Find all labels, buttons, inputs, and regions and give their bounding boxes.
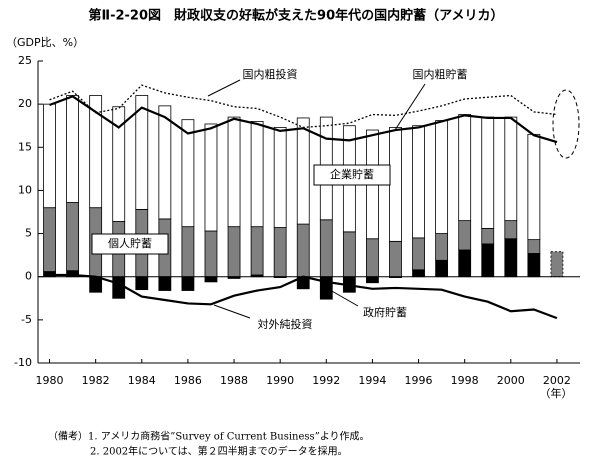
bar-segment — [527, 253, 541, 278]
bar-segment — [435, 233, 449, 261]
bar-segment — [250, 121, 264, 228]
leader-line — [394, 83, 426, 131]
x-tick-label: 1980 — [36, 374, 64, 387]
bar-segment — [389, 240, 402, 278]
x-tick-label: 1982 — [82, 374, 110, 387]
bar-segment — [435, 120, 449, 234]
bar-segment — [435, 259, 449, 278]
bar-segment — [527, 239, 541, 254]
note: （備考）1. アメリカ商務省”Survey of Current Busines… — [48, 430, 370, 443]
y-axis-label: （GDP比、%） — [6, 36, 84, 49]
bar-segment — [181, 226, 195, 278]
highlight-ellipse — [552, 89, 580, 159]
series-label: 個人貯蓄 — [108, 237, 152, 250]
bar-segment — [366, 238, 379, 278]
y-tick-label: -5 — [21, 313, 32, 326]
leader-line — [213, 304, 251, 319]
y-tick-label: -10 — [14, 356, 32, 369]
line-series — [49, 273, 558, 320]
x-axis-label: （年） — [540, 386, 573, 400]
x-tick-label: 1998 — [451, 374, 479, 387]
label-box — [313, 164, 391, 186]
bar-segment — [66, 202, 79, 272]
bar-segment — [135, 276, 149, 291]
bar-segment — [43, 103, 56, 209]
bar-segment — [204, 276, 218, 283]
bar-segment — [112, 276, 126, 299]
bar-segment — [204, 123, 218, 232]
leader-line — [207, 79, 241, 97]
bar-segment — [481, 227, 495, 245]
bar-segment — [158, 105, 172, 220]
x-tick-label: 1984 — [128, 374, 156, 387]
bar-segment — [481, 116, 495, 229]
bar-segment — [342, 231, 356, 278]
bar-segment — [89, 95, 103, 209]
bar-segment — [481, 243, 495, 278]
x-tick-label: 1996 — [405, 374, 433, 387]
bar-segment — [112, 106, 126, 222]
bar-segment — [458, 114, 472, 222]
note: 2. 2002年については、第２四半期までのデータを採用。 — [90, 445, 348, 458]
x-tick-label: 2002 — [543, 374, 571, 387]
bar-segment — [227, 116, 241, 228]
bar-segment — [412, 269, 425, 278]
bar-segment — [250, 226, 264, 276]
y-tick-label: 0 — [25, 270, 32, 283]
x-tick-label: 1988 — [220, 374, 248, 387]
bar-segment — [458, 249, 472, 278]
y-tick-label: 20 — [18, 97, 32, 110]
series-label: 政府貯蓄 — [363, 305, 407, 319]
bar-segment — [43, 207, 56, 272]
line-series — [49, 95, 558, 144]
y-tick-label: 15 — [18, 140, 32, 153]
y-tick-label: 25 — [18, 54, 32, 67]
bar-segment — [389, 127, 402, 242]
series-label: 国内粗投資 — [243, 67, 298, 81]
series-label: 対外純投資 — [258, 317, 313, 331]
bar-segment — [504, 220, 518, 240]
bar-segment — [458, 220, 472, 251]
bar-segment — [412, 237, 425, 271]
y-tick-label: 10 — [18, 183, 32, 196]
x-tick-label: 1994 — [358, 374, 386, 387]
x-tick-label: 1986 — [174, 374, 202, 387]
bar-segment — [204, 230, 218, 278]
label-box — [91, 233, 169, 255]
series-label: 企業貯蓄 — [330, 167, 374, 181]
x-tick-label: 1992 — [312, 374, 340, 387]
bar-segment — [181, 276, 195, 291]
bar-segment — [273, 127, 287, 228]
bar-segment — [296, 223, 310, 278]
y-tick-label: 5 — [25, 227, 32, 240]
bar-segment — [296, 117, 310, 225]
bar-segment — [66, 95, 79, 203]
bar-segment — [227, 226, 241, 278]
bar-segment — [504, 238, 518, 278]
bar-segment — [181, 119, 195, 228]
bar-segment — [412, 125, 425, 239]
bar-segment — [273, 227, 287, 278]
chart-title: 第Ⅱ-2-20図 財政収支の好転が支えた90年代の国内貯蓄（アメリカ） — [89, 8, 504, 24]
x-tick-label: 1990 — [266, 374, 294, 387]
leader-line — [329, 289, 359, 307]
bar-segment — [550, 251, 564, 278]
x-tick-label: 2000 — [497, 374, 525, 387]
bar-segment — [527, 133, 541, 241]
bar-segment — [158, 276, 172, 291]
bar-segment — [504, 116, 518, 222]
bar-segment — [366, 276, 379, 284]
bar-segment — [135, 95, 149, 210]
series-label: 国内粗貯蓄 — [413, 67, 468, 81]
bar-segment — [319, 219, 333, 278]
